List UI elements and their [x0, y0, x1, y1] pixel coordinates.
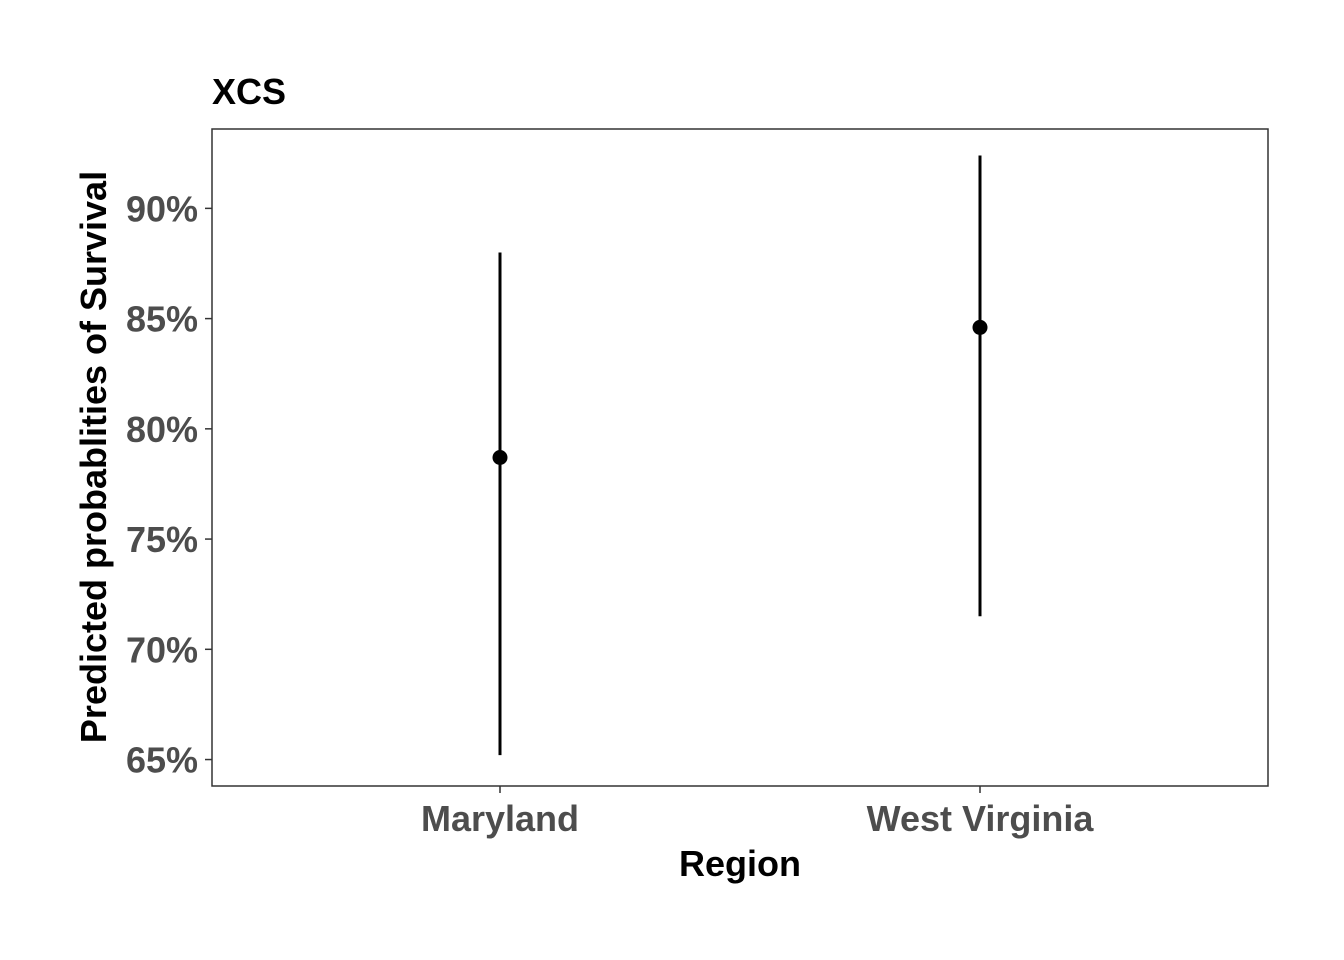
- point-estimate: [972, 319, 988, 335]
- y-tick-label: 75%: [126, 519, 198, 560]
- x-axis-title: Region: [679, 843, 801, 884]
- y-tick-label: 80%: [126, 409, 198, 450]
- y-tick-label: 85%: [126, 299, 198, 340]
- x-axis: Maryland West Virginia: [421, 786, 1094, 839]
- x-tick-label: West Virginia: [867, 798, 1095, 839]
- chart-title: XCS: [212, 71, 286, 112]
- y-tick-label: 70%: [126, 629, 198, 670]
- x-tick-label: Maryland: [421, 798, 579, 839]
- point-estimate: [492, 450, 508, 465]
- y-axis-title: Predicted probablities of Survival: [73, 171, 114, 743]
- data-marks: [492, 155, 988, 756]
- y-tick-label: 65%: [126, 740, 198, 781]
- y-tick-label: 90%: [126, 188, 198, 229]
- plot-panel: [211, 128, 1269, 787]
- y-axis: 65% 70% 75% 80% 85% 90%: [126, 188, 212, 781]
